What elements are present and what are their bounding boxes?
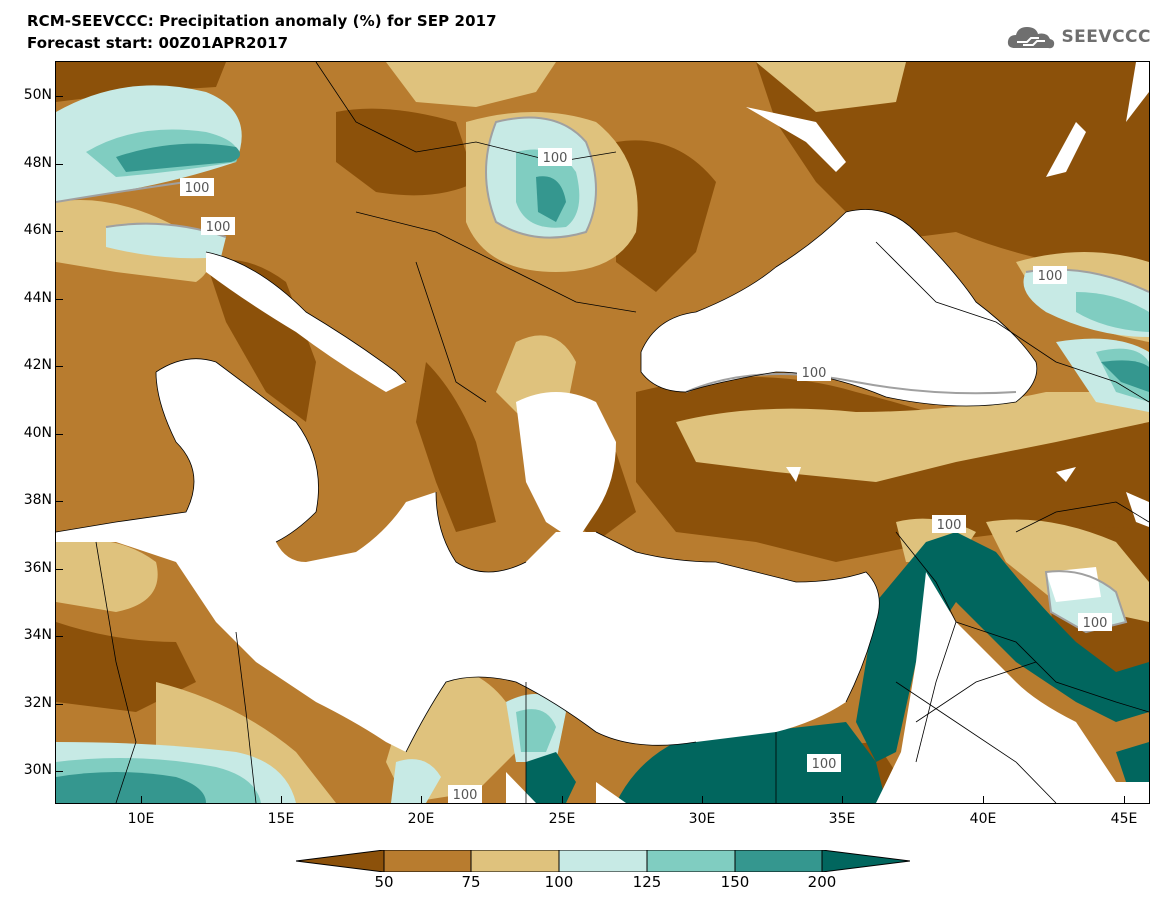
- colorbar-label: 50: [374, 873, 394, 891]
- lat-tick: [56, 96, 63, 97]
- lat-label: 36N: [23, 560, 52, 576]
- colorbar-segment: [821, 850, 910, 872]
- lon-label: 30E: [688, 811, 716, 827]
- lat-label: 32N: [23, 695, 52, 711]
- lat-tick: [56, 569, 63, 570]
- lon-label: 20E: [407, 811, 435, 827]
- lat-label: 44N: [23, 290, 52, 306]
- lat-label: 50N: [23, 87, 52, 103]
- lon-tick: [421, 796, 422, 803]
- lon-tick: [562, 796, 563, 803]
- logo-text: SEEVCCC: [1061, 27, 1151, 47]
- colorbar-label: 150: [720, 873, 750, 891]
- cloud-icon: [1008, 27, 1055, 49]
- seevccc-logo: SEEVCCC: [1005, 22, 1151, 52]
- lon-tick: [281, 796, 282, 803]
- lon-label: 25E: [548, 811, 576, 827]
- contour-labels: 100 100 100 100 100 100 100 100 100: [180, 148, 1112, 803]
- colorbar-segment: [296, 850, 385, 872]
- contour-label: 100: [802, 366, 827, 381]
- contour-label: 100: [185, 181, 210, 196]
- lon-tick: [842, 796, 843, 803]
- lat-tick: [56, 164, 63, 165]
- lat-tick: [56, 366, 63, 367]
- lat-label: 46N: [23, 222, 52, 238]
- lat-tick: [56, 231, 63, 232]
- colorbar-label: 200: [807, 873, 837, 891]
- colorbar-label: 100: [544, 873, 574, 891]
- lon-label: 35E: [828, 811, 856, 827]
- contour-label: 100: [206, 220, 231, 235]
- colorbar-segment: [646, 850, 736, 872]
- lon-label: 40E: [969, 811, 997, 827]
- contour-label: 100: [1038, 269, 1063, 284]
- chart-title: RCM-SEEVCCC: Precipitation anomaly (%) f…: [27, 12, 497, 30]
- contour-label: 100: [453, 788, 478, 803]
- lon-label: 45E: [1110, 811, 1138, 827]
- colorbar-label: 75: [461, 873, 481, 891]
- forecast-start: Forecast start: 00Z01APR2017: [27, 34, 289, 52]
- lat-label: 40N: [23, 425, 52, 441]
- lat-label: 34N: [23, 627, 52, 643]
- lat-tick: [56, 704, 63, 705]
- colorbar-label: 125: [632, 873, 662, 891]
- contour-label: 100: [937, 518, 962, 533]
- lon-tick: [141, 796, 142, 803]
- lat-tick: [56, 636, 63, 637]
- lon-tick: [1124, 796, 1125, 803]
- colorbar-segment: [558, 850, 648, 872]
- lat-tick: [56, 434, 63, 435]
- contour-label: 100: [812, 757, 837, 772]
- anomaly-150-200-regions: [56, 143, 1149, 803]
- lon-tick: [983, 796, 984, 803]
- sea-mask: [56, 62, 1149, 803]
- lat-tick: [56, 299, 63, 300]
- lat-label: 38N: [23, 492, 52, 508]
- map-area[interactable]: 100 100 100 100 100 100 100 100 100: [55, 61, 1150, 804]
- colorbar: [296, 850, 910, 872]
- lon-label: 10E: [127, 811, 155, 827]
- contour-label: 100: [1083, 616, 1108, 631]
- lon-label: 15E: [267, 811, 295, 827]
- lon-tick: [702, 796, 703, 803]
- contour-label: 100: [543, 151, 568, 166]
- lat-tick: [56, 501, 63, 502]
- lat-label: 48N: [23, 155, 52, 171]
- lat-label: 42N: [23, 357, 52, 373]
- lat-label: 30N: [23, 762, 52, 778]
- colorbar-segment: [734, 850, 823, 872]
- colorbar-segment: [383, 850, 472, 872]
- lat-tick: [56, 771, 63, 772]
- colorbar-segment: [470, 850, 560, 872]
